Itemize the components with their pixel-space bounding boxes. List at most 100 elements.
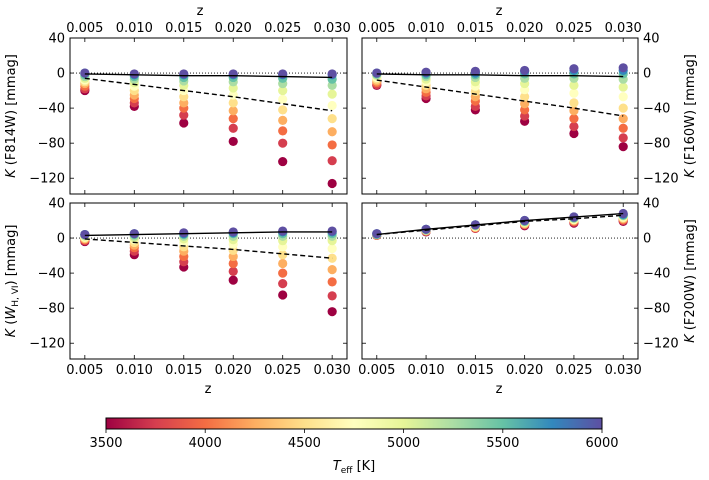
data-point	[278, 126, 288, 136]
x-tick-label: 0.015	[457, 21, 494, 36]
y-axis-label: K (WH, VI) [mmag]	[4, 225, 21, 338]
y-tick-label: 0	[57, 67, 65, 82]
data-point	[327, 226, 337, 236]
data-point	[228, 227, 238, 237]
data-point	[569, 128, 579, 139]
x-tick-label: 0.010	[116, 363, 153, 378]
y-tick-label: −120	[29, 337, 65, 352]
data-point	[278, 105, 288, 115]
y-tick-label: −80	[643, 137, 670, 152]
data-point	[228, 266, 238, 276]
y-tick-label: −40	[643, 102, 670, 117]
y-tick-label: 0	[643, 67, 651, 82]
x-tick-label: 0.030	[314, 363, 351, 378]
data-point	[569, 121, 579, 132]
y-tick-label: −120	[643, 337, 679, 352]
panel-f200w: 0.005 0.010 0.015 0.020 0.025 0.030 40 0 −40 −80 −…	[358, 197, 698, 379]
colorbar-gradient	[106, 418, 602, 429]
y-axis-label: K (F200W) [mmag]	[683, 219, 698, 343]
plot-area	[70, 226, 347, 317]
x-tick-label: 0.010	[407, 363, 444, 378]
y-tick-label: 40	[643, 32, 660, 47]
y-tick-label: −80	[643, 302, 670, 317]
data-point	[327, 277, 337, 287]
data-point	[327, 140, 337, 150]
x-tick-label: 0.010	[407, 21, 444, 36]
data-point	[228, 69, 238, 79]
x-tick-label: 0.025	[555, 363, 592, 378]
plot-area	[362, 208, 638, 241]
data-point	[520, 92, 530, 102]
x-tick-label: 0.015	[165, 21, 202, 36]
panel-frame	[69, 37, 348, 195]
data-point	[179, 110, 189, 120]
data-point	[327, 156, 337, 166]
y-tick-label: 40	[643, 197, 660, 212]
x-tick-label: 0.005	[358, 363, 395, 378]
data-point	[569, 80, 579, 90]
y-tick-label: −120	[643, 172, 679, 187]
data-point	[278, 85, 288, 96]
data-point	[278, 94, 288, 104]
x-tick-label: 0.020	[506, 21, 543, 36]
y-tick-label: −40	[38, 267, 65, 282]
plot-area	[70, 68, 347, 189]
y-tick-label: −40	[643, 267, 670, 282]
fit-line-solid	[376, 212, 624, 236]
colorbar-ticks: 3500 4000 4500 5000 5500 6000	[89, 429, 619, 451]
top-x-axis-label-right: z	[496, 4, 503, 19]
y-tick-label: 40	[48, 32, 65, 47]
data-point	[372, 229, 382, 239]
data-point	[278, 250, 288, 260]
fit-line-dashed	[84, 238, 333, 259]
data-point	[228, 123, 238, 133]
data-point	[327, 89, 337, 99]
fit-line-solid	[376, 73, 624, 78]
colorbar-tick-label: 3500	[89, 436, 122, 451]
data-point	[278, 156, 288, 167]
colorbar-label-main: T	[333, 459, 342, 474]
data-point	[569, 98, 579, 108]
data-point	[327, 100, 337, 111]
bottom-x-axis-label-right: z	[496, 382, 503, 397]
data-point	[278, 268, 288, 278]
data-point	[228, 114, 238, 124]
panel-f814w: 0.005 0.010 0.015 0.020 0.025 0.030 40 0 −40 −80 −…	[4, 21, 351, 195]
x-tick-label: 0.025	[264, 21, 301, 36]
data-point	[278, 115, 288, 125]
data-point	[327, 114, 337, 124]
y-tick-label: −40	[38, 102, 65, 117]
fit-line-solid	[84, 231, 333, 237]
colorbar-tick-label: 4000	[189, 436, 222, 451]
x-tick-label: 0.030	[605, 21, 642, 36]
data-point	[327, 291, 337, 301]
panel-whvi: 0.005 0.010 0.015 0.020 0.025 0.030 40 0 −40 −80 −…	[4, 197, 351, 379]
data-point	[618, 92, 628, 102]
y-axis-label: K (F160W) [mmag]	[683, 54, 698, 178]
top-x-axis-label-left: z	[197, 4, 204, 19]
data-point	[129, 229, 139, 239]
plot-area	[362, 63, 638, 152]
x-tick-label: 0.015	[165, 363, 202, 378]
colorbar-tick-label: 4500	[288, 436, 321, 451]
colorbar-tick-label: 5000	[387, 436, 420, 451]
data-point	[618, 133, 628, 143]
x-tick-label: 0.015	[457, 363, 494, 378]
data-point	[569, 88, 579, 98]
data-point	[80, 229, 90, 240]
panel-frame	[361, 202, 639, 360]
data-point	[80, 68, 90, 78]
fit-line-dashed	[376, 214, 624, 236]
data-point	[327, 265, 337, 275]
data-point	[228, 258, 238, 269]
x-tick-label: 0.010	[116, 21, 153, 36]
y-tick-label: 40	[48, 197, 65, 212]
x-tick-label: 0.020	[215, 21, 252, 36]
data-point	[618, 114, 628, 124]
data-point	[179, 69, 189, 79]
y-tick-label: −80	[38, 302, 65, 317]
bottom-x-axis-label-left: z	[205, 382, 212, 397]
x-tick-label: 0.005	[358, 21, 395, 36]
